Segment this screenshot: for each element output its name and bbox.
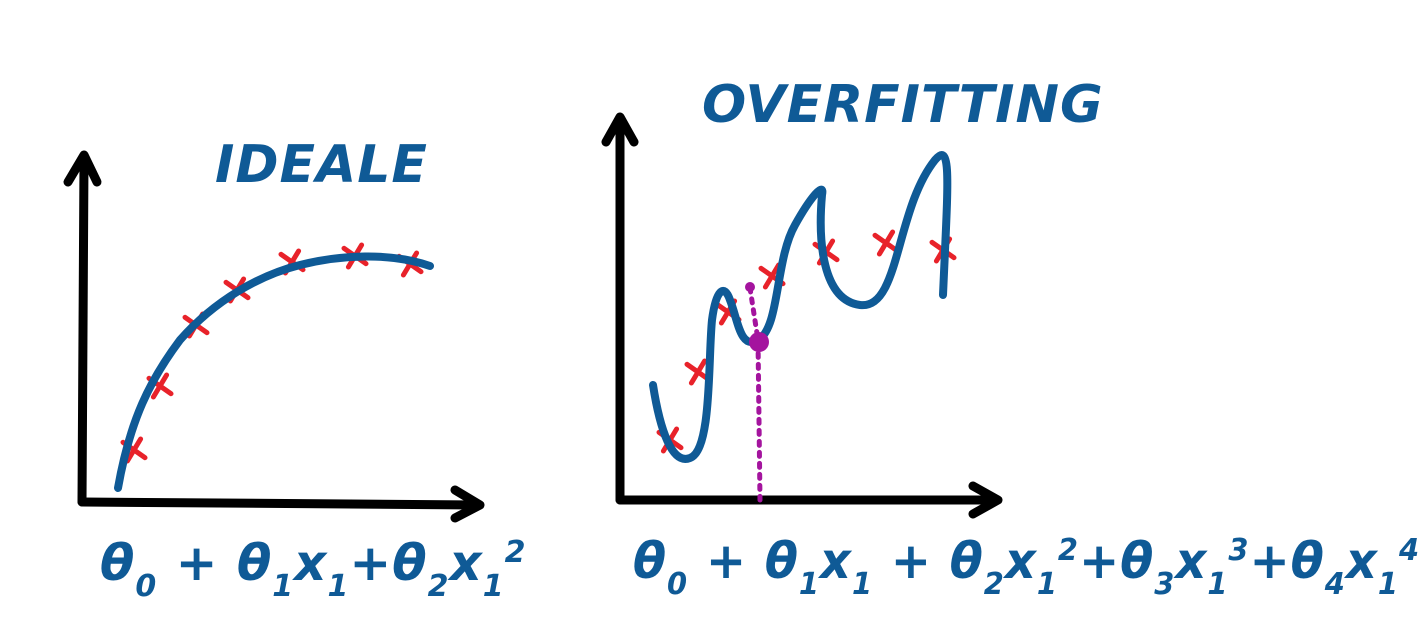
overfit-title: OVERFITTING: [702, 75, 1104, 135]
ideal-fit-curve: [114, 252, 434, 492]
formula-term: x: [291, 534, 328, 592]
ideal-x-axis: [77, 497, 483, 510]
formula-superscript: 3: [1228, 533, 1249, 568]
ideal-panel: IDEALE θ0 + θ1x1+θ2x12: [63, 135, 526, 604]
formula-term: x: [817, 532, 853, 590]
formula-superscript: 2: [505, 535, 527, 570]
formula-term: + θ: [873, 532, 984, 590]
ideal-x-arrowhead: [450, 485, 485, 523]
formula-term: θ: [633, 532, 667, 590]
formula-subscript: 2: [984, 567, 1005, 602]
ideal-title: IDEALE: [215, 135, 428, 195]
formula-term: x: [1172, 532, 1208, 590]
formula-term: + θ: [157, 534, 272, 592]
formula-subscript: 0: [135, 569, 157, 604]
overfit-axes-icon: [601, 112, 1003, 519]
overfit-y-arrowhead: [601, 112, 639, 147]
formula-subscript: 1: [799, 567, 820, 602]
formula-subscript: 1: [852, 567, 873, 602]
formula-subscript: 3: [1154, 567, 1175, 602]
formula-term: x: [1002, 532, 1038, 590]
formula-term: x: [1343, 532, 1379, 590]
formula-subscript: 1: [1378, 567, 1399, 602]
formula-subscript: 1: [272, 569, 294, 604]
formula-term: +θ: [1079, 532, 1154, 590]
formula-superscript: 2: [1058, 533, 1079, 568]
overfit-fit-curve: [649, 151, 952, 463]
overfit-x-arrowhead: [968, 481, 1003, 519]
formula-term: +θ: [349, 534, 427, 592]
formula-term: θ: [100, 534, 135, 592]
formula-subscript: 0: [667, 567, 688, 602]
formula-subscript: 1: [1207, 567, 1228, 602]
error-top-dot: [745, 282, 755, 292]
error-dotted-line: [747, 285, 763, 503]
overfit-cross-mark-icon: [872, 229, 900, 257]
formula-subscript: 4: [1324, 567, 1346, 602]
formula-term: x: [446, 534, 483, 592]
formula-subscript: 2: [428, 569, 450, 604]
formula-subscript: 1: [1037, 567, 1058, 602]
ideal-y-axis: [77, 155, 89, 507]
formula-subscript: 1: [483, 569, 505, 604]
formula-subscript: 1: [327, 569, 349, 604]
overfit-panel: OVERFITTING θ0 + θ1x1 + θ2x12+θ3x13+θ4x1…: [601, 75, 1420, 602]
dotted-error-line-icon: [745, 282, 769, 503]
ideal-y-arrowhead: [63, 150, 102, 187]
overfit-formula: θ0 + θ1x1 + θ2x12+θ3x13+θ4x14: [633, 532, 1420, 602]
formula-term: + θ: [688, 532, 799, 590]
ideal-axes-icon: [63, 150, 485, 523]
ideal-formula: θ0 + θ1x1+θ2x12: [100, 534, 526, 604]
formula-superscript: 4: [1398, 533, 1420, 568]
formula-term: +θ: [1249, 532, 1324, 590]
error-curve-dot: [749, 332, 769, 352]
